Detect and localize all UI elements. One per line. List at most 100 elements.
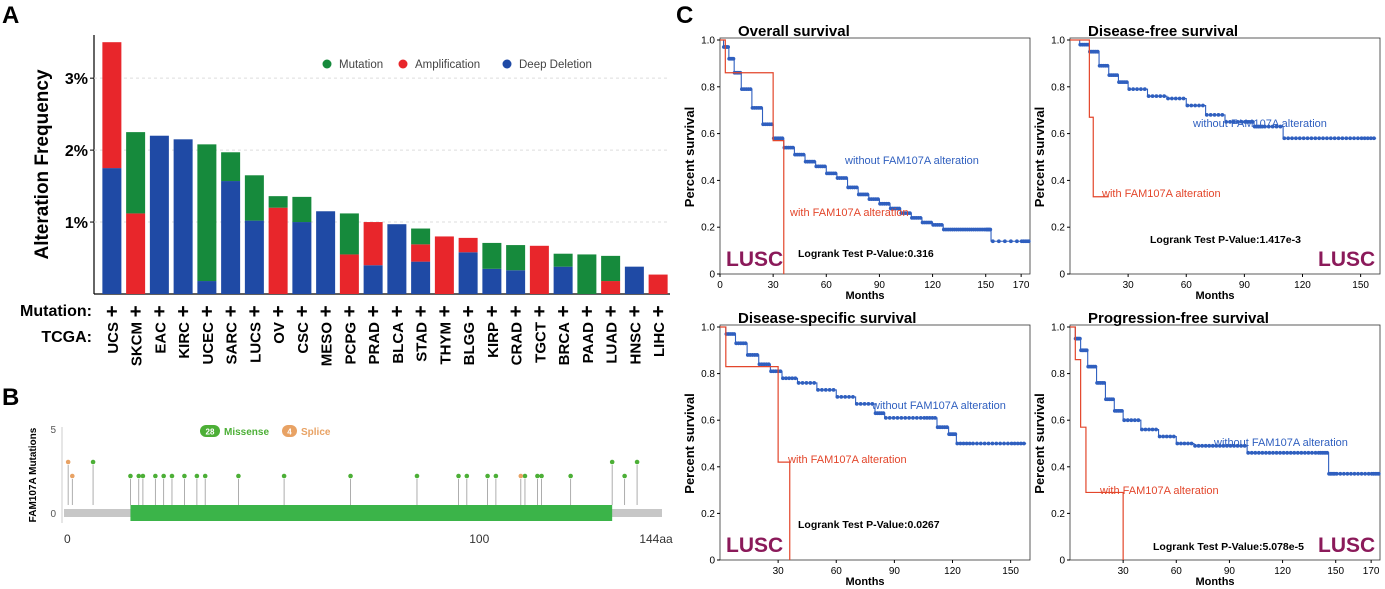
censor-mark xyxy=(827,388,832,392)
censor-mark xyxy=(1146,94,1151,99)
censor-mark xyxy=(839,395,844,399)
censor-mark xyxy=(994,441,999,446)
censor-mark xyxy=(1249,450,1254,455)
censor-mark xyxy=(1093,364,1098,369)
km-overall-survival: Overall survival 0 0.2 0.4 0.6 0.8 1.0 0 30 60 90 1… xyxy=(682,23,1031,302)
missense-dot xyxy=(456,473,461,479)
y-tick-zero: 0 xyxy=(50,509,56,520)
bar-brca-deep-deletion xyxy=(553,266,573,294)
x-tick-label: 120 xyxy=(944,566,961,577)
missense-dot xyxy=(281,473,287,479)
censor-mark xyxy=(1216,112,1221,117)
legend-label: Mutation xyxy=(339,59,383,71)
mutation-marker: + xyxy=(344,301,356,323)
km-progression-free-survival: Progression-free survival 0 0.2 0.4 0.6 0.8 1.… xyxy=(1032,310,1381,588)
label-with-alteration: with FAM107A alteration xyxy=(789,207,909,219)
bar-blgg-amplification xyxy=(458,237,478,253)
censor-mark xyxy=(1299,450,1304,455)
fam107a-lollipop-plot: 5 0 FAM107A Mutations 0 100 144aa 28 Missense 4 S… xyxy=(28,425,673,546)
panel-label-a: A xyxy=(2,2,20,29)
tcga-label: MESO xyxy=(319,322,336,367)
missense-dot xyxy=(485,473,490,479)
missense-dot xyxy=(609,459,615,465)
censor-mark xyxy=(1204,112,1209,117)
censor-mark xyxy=(1154,427,1158,432)
censor-mark xyxy=(1122,418,1127,423)
censor-mark xyxy=(1084,348,1089,353)
censor-mark xyxy=(822,164,827,169)
censor-mark xyxy=(1181,96,1186,101)
censor-mark xyxy=(933,415,938,420)
censor-mark xyxy=(1200,443,1205,448)
legend-marker xyxy=(398,59,408,69)
censor-mark xyxy=(1177,96,1182,101)
mutation-marker: + xyxy=(415,301,427,323)
censor-mark xyxy=(1344,136,1349,141)
censor-mark xyxy=(784,376,788,381)
censor-mark xyxy=(1189,103,1194,108)
censor-mark xyxy=(790,376,795,381)
missense-dot xyxy=(622,473,627,479)
censor-mark xyxy=(899,415,904,420)
censor-mark xyxy=(1352,136,1356,141)
survival-curve-with xyxy=(1070,326,1124,560)
censor-mark xyxy=(1266,124,1271,129)
tcga-label: BRCA xyxy=(556,322,573,365)
censor-mark xyxy=(812,159,817,164)
y-tick-label: 0.8 xyxy=(1051,369,1065,380)
censor-mark xyxy=(1232,120,1236,124)
censor-mark xyxy=(922,415,927,420)
censor-mark xyxy=(881,411,886,416)
censor-mark xyxy=(1217,443,1222,448)
lusc-tag: LUSC xyxy=(1318,534,1375,557)
censor-mark xyxy=(1256,450,1261,455)
censor-mark xyxy=(1228,443,1233,448)
censor-mark xyxy=(1147,427,1151,432)
censor-mark xyxy=(1313,136,1318,141)
censor-mark xyxy=(1263,124,1267,129)
x-tick-label: 30 xyxy=(768,280,780,291)
censor-mark xyxy=(1161,434,1166,439)
censor-mark xyxy=(858,401,863,406)
censor-mark xyxy=(1310,450,1314,455)
censor-mark xyxy=(1305,136,1310,141)
missense-dot xyxy=(140,473,146,479)
censor-mark xyxy=(759,105,763,110)
censor-mark xyxy=(743,341,748,346)
x-tick-label: 120 xyxy=(924,280,941,291)
censor-mark xyxy=(1295,450,1300,455)
censor-mark xyxy=(1210,443,1215,448)
censor-mark xyxy=(1250,120,1255,124)
tcga-label: LUAD xyxy=(604,322,621,364)
x-tick-label: 60 xyxy=(1171,566,1183,577)
y-tick-label: 1.0 xyxy=(701,323,715,334)
censor-mark xyxy=(1173,96,1178,101)
label-without-alteration: without FAM107A alteration xyxy=(1192,118,1327,130)
tcga-label: PAAD xyxy=(580,322,597,364)
mutation-marker: + xyxy=(201,301,213,323)
km-title: Overall survival xyxy=(738,23,850,40)
censor-mark xyxy=(1292,450,1297,455)
tcga-label: TGCT xyxy=(532,322,549,363)
bar-ucs-deep-deletion xyxy=(102,168,122,294)
missense-dot xyxy=(634,459,640,465)
censor-mark xyxy=(1002,441,1006,446)
censor-mark xyxy=(1301,136,1306,141)
censor-mark xyxy=(1224,120,1229,124)
censor-mark xyxy=(780,136,785,141)
censor-mark xyxy=(843,395,848,399)
censor-mark xyxy=(1129,418,1134,423)
censor-mark xyxy=(823,388,828,392)
km-title: Disease-specific survival xyxy=(738,310,916,327)
mutation-marker: + xyxy=(581,301,593,323)
censor-mark xyxy=(844,176,848,180)
bar-blca-deep-deletion xyxy=(387,224,407,294)
censor-mark xyxy=(1012,441,1017,446)
censor-mark xyxy=(1193,443,1197,448)
mutation-marker: + xyxy=(510,301,522,323)
tcga-label: LIHC xyxy=(651,322,668,357)
plot-frame xyxy=(719,324,1031,561)
bar-prad-amplification xyxy=(363,222,383,266)
panel-label-c: C xyxy=(676,2,694,29)
censor-mark xyxy=(1115,73,1119,77)
